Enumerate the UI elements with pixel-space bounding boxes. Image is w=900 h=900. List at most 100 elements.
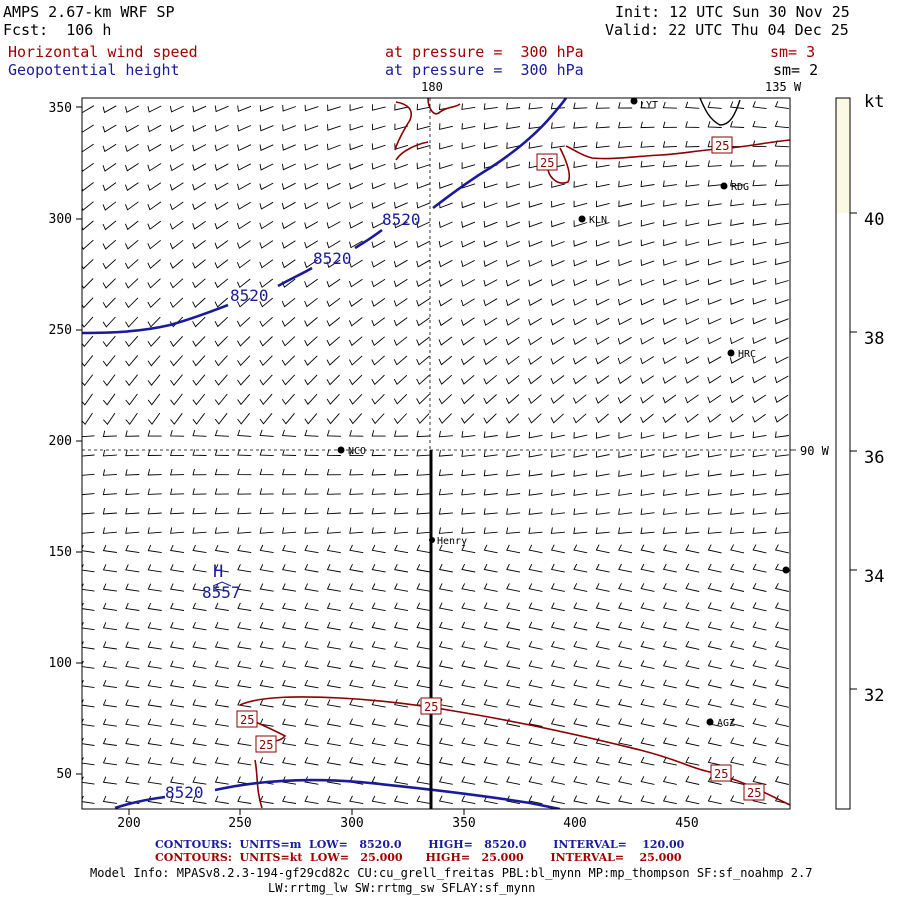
wind-barb bbox=[685, 544, 700, 554]
wind-barb bbox=[640, 698, 655, 708]
wind-barb bbox=[774, 469, 789, 477]
wind-barb bbox=[394, 757, 409, 766]
wind-barb bbox=[774, 394, 789, 403]
wind-barb bbox=[618, 470, 633, 477]
wind-barb bbox=[550, 394, 565, 404]
wind-barb bbox=[259, 564, 274, 573]
wind-barb bbox=[371, 718, 386, 727]
wind-barb bbox=[281, 297, 296, 308]
valid-time: Valid: 22 UTC Thu 04 Dec 25 bbox=[605, 21, 849, 39]
wind-barb bbox=[685, 278, 700, 286]
wind-barb bbox=[573, 432, 588, 439]
wind-barb bbox=[662, 489, 677, 496]
wind-barb bbox=[169, 316, 184, 328]
wind-barb bbox=[505, 336, 520, 346]
wind-barb bbox=[371, 527, 386, 534]
colorbar-frame bbox=[835, 97, 851, 810]
wind-barb bbox=[214, 622, 229, 631]
wind-barb bbox=[506, 776, 521, 785]
wind-barb bbox=[573, 161, 588, 169]
wind-barb bbox=[237, 393, 251, 406]
wind-barb bbox=[282, 737, 297, 747]
wind-barb bbox=[461, 508, 476, 515]
wind-barb bbox=[730, 563, 745, 573]
wind-barb bbox=[147, 564, 162, 573]
wind-barb bbox=[237, 488, 252, 495]
wind-barb bbox=[326, 544, 341, 554]
wind-barb bbox=[147, 583, 162, 592]
wind-barb bbox=[730, 489, 745, 496]
wind-barb bbox=[595, 413, 609, 424]
wind-barb bbox=[550, 102, 565, 110]
wind-barb bbox=[438, 221, 453, 229]
wind-barb bbox=[304, 795, 319, 805]
wind-barb bbox=[102, 718, 117, 727]
wind-barb bbox=[461, 221, 476, 228]
wind-barb bbox=[82, 278, 94, 289]
wind-barb bbox=[214, 795, 229, 804]
wind-barb bbox=[82, 374, 94, 387]
wind-barb bbox=[394, 699, 409, 708]
meridian-90w-label: 90 W bbox=[800, 444, 830, 458]
wind-barb bbox=[618, 679, 633, 689]
wind-barb bbox=[550, 470, 565, 477]
wind-barb bbox=[685, 737, 700, 747]
station-kln: KLN bbox=[578, 215, 607, 226]
wind-barb bbox=[349, 564, 364, 573]
wind-barb bbox=[214, 355, 228, 367]
wind-barb bbox=[214, 105, 229, 113]
wind-barb bbox=[416, 602, 431, 612]
wind-barb bbox=[348, 298, 363, 308]
wind-barb bbox=[774, 775, 789, 785]
wind-barb bbox=[394, 182, 408, 190]
wind-barb bbox=[730, 544, 745, 554]
wind-barb bbox=[326, 336, 341, 347]
wind-barb bbox=[707, 660, 722, 670]
wind-barb bbox=[304, 240, 319, 249]
wind-barb bbox=[506, 103, 521, 110]
wind-barb bbox=[662, 583, 677, 592]
wind-barb bbox=[685, 470, 700, 477]
wind-barb bbox=[281, 317, 296, 327]
meridian-135w-label: 135 W bbox=[765, 80, 802, 94]
wind-barb bbox=[192, 660, 207, 669]
wind-barb bbox=[752, 640, 767, 650]
wind-barb bbox=[528, 336, 543, 346]
wind-barb bbox=[259, 699, 274, 708]
svg-text:Henry: Henry bbox=[437, 536, 467, 547]
field1-smoothing: sm= 3 bbox=[770, 43, 816, 61]
wind-barb bbox=[147, 776, 162, 785]
wind-barb bbox=[506, 756, 521, 766]
wind-barb bbox=[371, 507, 386, 515]
wind-barb bbox=[102, 699, 117, 708]
wind-barb bbox=[125, 469, 140, 476]
wind-barb bbox=[685, 298, 700, 306]
wind-barb bbox=[730, 160, 745, 167]
wind-barb bbox=[393, 413, 408, 425]
wind-barb bbox=[550, 563, 565, 573]
wind-barb bbox=[730, 470, 745, 477]
wind-barb bbox=[393, 240, 408, 248]
wind-barb bbox=[102, 757, 117, 766]
wind-barb bbox=[774, 337, 789, 344]
wind-barb bbox=[685, 239, 700, 246]
wind-barb bbox=[170, 449, 185, 456]
wind-barb bbox=[147, 622, 162, 631]
wind-barb bbox=[662, 621, 677, 631]
wind-barb bbox=[528, 450, 543, 458]
wind-barb bbox=[685, 527, 700, 535]
wind-barb bbox=[282, 718, 297, 727]
wind-barb bbox=[730, 431, 745, 439]
wind-barb bbox=[595, 102, 610, 109]
wind-barb bbox=[326, 429, 341, 437]
wind-barb bbox=[282, 564, 297, 573]
wind-barb bbox=[147, 335, 161, 347]
wind-barb bbox=[685, 432, 700, 439]
wind-barb bbox=[281, 259, 296, 269]
wind-barb bbox=[752, 413, 766, 423]
wind-barb bbox=[707, 337, 722, 345]
wind-barb bbox=[281, 221, 296, 230]
wind-barb bbox=[572, 356, 587, 365]
wind-barb bbox=[82, 757, 95, 766]
wind-barb bbox=[640, 544, 655, 554]
